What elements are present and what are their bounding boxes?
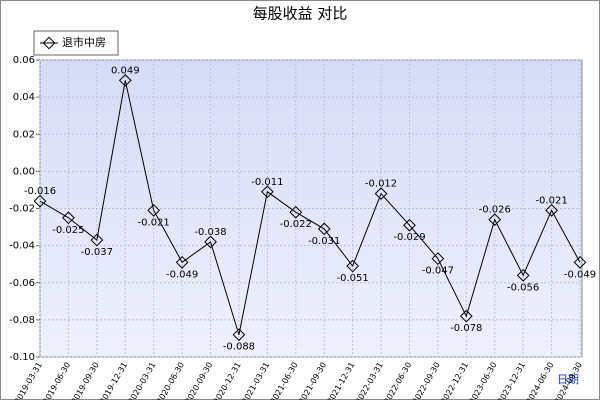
x-axis-label: 日期 (557, 373, 579, 386)
legend-label: 退市中房 (62, 35, 106, 49)
point (232, 328, 246, 342)
data-label: -0.011 (251, 177, 283, 188)
data-label: -0.021 (535, 195, 567, 206)
data-label: -0.025 (52, 225, 84, 236)
data-label: -0.037 (81, 247, 113, 258)
data-label: -0.026 (479, 205, 511, 216)
plot-area (39, 59, 583, 358)
data-label: -0.021 (138, 217, 170, 228)
point (175, 255, 189, 269)
point (33, 194, 47, 208)
data-label: 0.049 (111, 65, 140, 76)
data-label: -0.056 (507, 282, 539, 293)
y-tick-label: 0.00 (13, 166, 35, 177)
data-label: -0.088 (223, 342, 255, 353)
point (261, 185, 274, 199)
data-label: -0.047 (422, 266, 454, 277)
data-label: -0.022 (280, 219, 312, 230)
point (488, 213, 502, 227)
data-label: -0.049 (564, 269, 596, 280)
point (118, 74, 132, 87)
y-tick-label: -0.10 (9, 352, 35, 363)
data-label: -0.012 (365, 179, 397, 190)
y-tick-label: 0.04 (13, 92, 35, 103)
y-tick-label: -0.08 (9, 315, 35, 326)
point (374, 187, 388, 201)
data-label: -0.031 (308, 236, 340, 247)
data-label: -0.051 (337, 273, 369, 284)
data-label: -0.049 (166, 269, 198, 280)
y-tick-label: 0.02 (13, 129, 35, 140)
point (147, 203, 161, 217)
point (346, 259, 359, 273)
data-label: -0.016 (24, 186, 56, 197)
y-tick-label: -0.06 (9, 278, 35, 289)
point (204, 235, 217, 249)
y-tick-label: -0.04 (9, 241, 35, 252)
data-label: -0.038 (194, 227, 226, 238)
point (431, 252, 445, 265)
point (545, 203, 558, 217)
point (403, 218, 416, 232)
point (90, 233, 104, 247)
series-line (39, 80, 581, 335)
data-label: -0.029 (393, 232, 425, 243)
point (573, 255, 587, 269)
point (459, 309, 473, 323)
point (317, 222, 331, 236)
point (516, 268, 530, 282)
point (289, 205, 303, 219)
y-tick-label: -0.02 (9, 204, 35, 215)
point (62, 211, 75, 225)
data-label: -0.078 (450, 323, 482, 334)
y-tick-label: 0.06 (13, 55, 35, 66)
legend-marker (42, 36, 56, 50)
chart-title: 每股收益 对比 (253, 5, 348, 23)
